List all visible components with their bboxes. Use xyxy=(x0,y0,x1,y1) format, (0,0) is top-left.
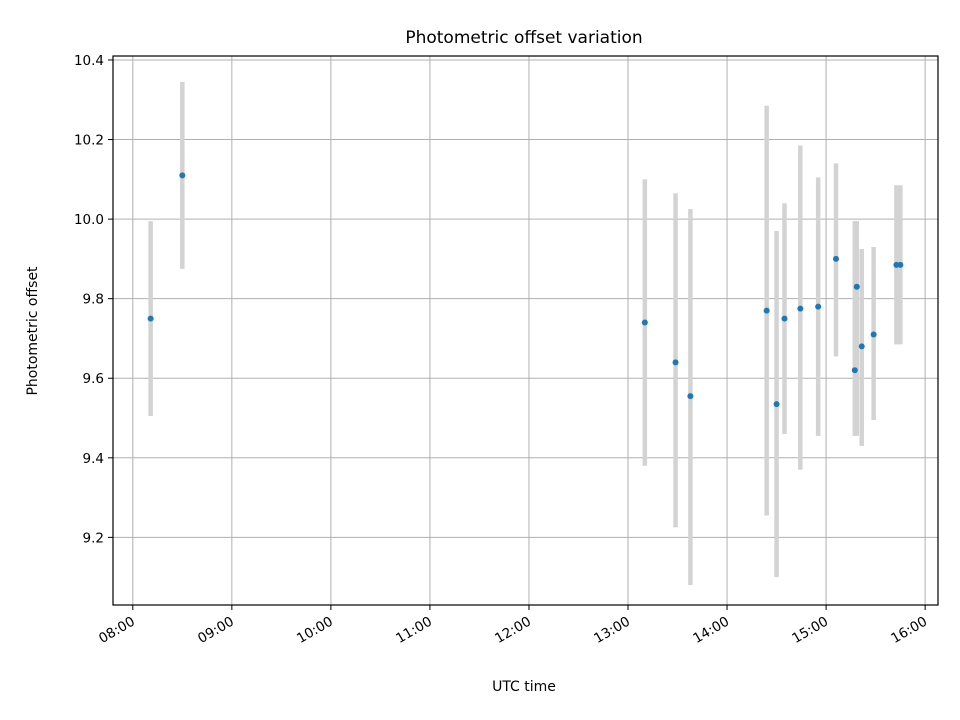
data-point xyxy=(773,401,780,408)
data-point xyxy=(858,343,865,350)
data-point xyxy=(832,255,839,262)
data-point xyxy=(147,315,154,322)
data-point xyxy=(179,172,186,179)
x-tick-label: 11:00 xyxy=(393,614,435,647)
y-tick-label: 9.4 xyxy=(83,451,104,467)
x-tick-label: 15:00 xyxy=(789,614,831,647)
data-point xyxy=(763,307,770,314)
data-point xyxy=(897,261,904,268)
x-tick-label: 10:00 xyxy=(294,614,336,647)
y-tick-label: 10.2 xyxy=(74,133,104,149)
x-tick-label: 12:00 xyxy=(492,614,534,647)
x-tick-label: 09:00 xyxy=(195,614,237,647)
y-tick-label: 9.2 xyxy=(83,530,104,546)
data-point xyxy=(781,315,788,322)
y-axis-label: Photometric offset xyxy=(25,266,41,396)
data-point xyxy=(687,393,694,400)
chart-title: Photometric offset variation xyxy=(405,28,642,48)
x-tick-label: 16:00 xyxy=(888,614,930,647)
data-point xyxy=(853,283,860,290)
data-point xyxy=(870,331,877,338)
data-point xyxy=(815,303,822,310)
x-tick-label: 13:00 xyxy=(591,614,633,647)
x-tick-label: 08:00 xyxy=(96,614,138,647)
error-bars xyxy=(148,81,903,586)
data-point xyxy=(641,319,648,326)
y-tick-label: 10.4 xyxy=(74,53,104,69)
y-tick-label: 9.6 xyxy=(83,371,104,387)
data-point xyxy=(797,305,804,312)
data-points xyxy=(147,172,904,408)
y-axis-ticks: 9.2 9.4 9.6 9.8 10.0 10.2 10.4 xyxy=(74,53,113,546)
grid xyxy=(113,56,938,605)
data-point xyxy=(672,359,679,366)
x-axis-ticks: 08:00 09:00 10:00 11:00 12:00 13:00 14:00 15:00… xyxy=(96,605,930,647)
x-axis-label: UTC time xyxy=(492,679,556,695)
y-tick-label: 9.8 xyxy=(83,292,104,308)
y-tick-label: 10.0 xyxy=(74,212,104,228)
plot-frame xyxy=(112,55,939,606)
data-point xyxy=(851,367,858,374)
x-tick-label: 14:00 xyxy=(690,614,732,647)
